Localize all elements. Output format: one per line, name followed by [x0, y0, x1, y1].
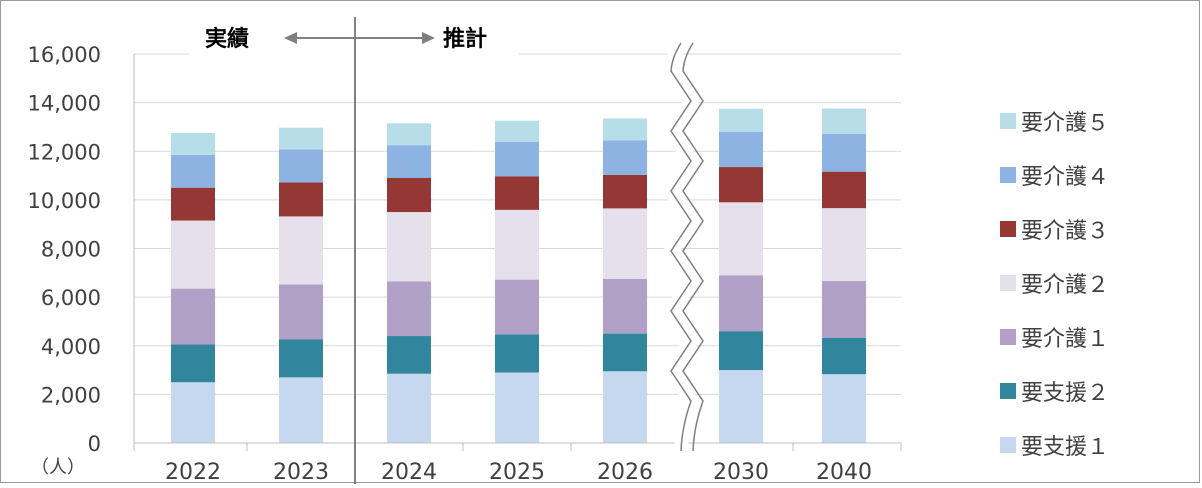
bar-segment — [603, 208, 647, 279]
legend-label: 要介護５ — [1021, 111, 1109, 136]
bar-segment — [279, 284, 323, 340]
bar-segment — [719, 131, 763, 168]
legend-label: 要介護３ — [1021, 219, 1109, 244]
y-tick-label: 14,000 — [28, 92, 101, 116]
legend-label: 要支援２ — [1021, 381, 1109, 406]
bar-segment — [603, 174, 647, 209]
bar-segment — [171, 288, 215, 345]
arrow-head-left — [284, 32, 297, 44]
bars — [171, 108, 866, 443]
bar-segment — [387, 177, 431, 213]
bar-segment — [719, 202, 763, 276]
x-tick-label: 2024 — [381, 460, 437, 484]
bar-segment — [822, 281, 866, 338]
bar-segment — [822, 108, 866, 134]
legend-swatch — [1000, 113, 1016, 129]
bar-segment — [279, 339, 323, 378]
y-tick-label: 2,000 — [41, 383, 101, 407]
bar-segment — [822, 171, 866, 209]
bar-segment — [495, 209, 539, 280]
bar-segment — [822, 337, 866, 375]
break-line — [670, 42, 692, 452]
break-line — [682, 42, 704, 452]
bar-segment — [719, 370, 763, 443]
bar-segment — [495, 141, 539, 177]
bar-segment — [822, 374, 866, 443]
y-tick-label: 8,000 — [41, 238, 101, 262]
bar-segment — [495, 372, 539, 443]
bar-segment — [387, 123, 431, 146]
bar-segment — [279, 149, 323, 183]
bar-segment — [387, 336, 431, 374]
actual-estimate-divider — [189, 17, 519, 484]
bar-segment — [279, 182, 323, 217]
x-tick-label: 2025 — [489, 460, 545, 484]
y-tick-label: 16,000 — [28, 43, 101, 67]
legend-label: 要介護４ — [1021, 165, 1109, 190]
y-tick-labels: 0 2,000 4,000 6,000 8,000 10,000 12,000 14,000 1… — [28, 43, 101, 456]
arrow-head-right — [422, 32, 435, 44]
y-tick-label: 4,000 — [41, 335, 101, 359]
bar-segment — [387, 281, 431, 337]
legend-swatch — [1000, 437, 1016, 453]
x-tick-label: 2023 — [273, 460, 329, 484]
legend-swatch — [1000, 275, 1016, 291]
legend-swatch — [1000, 167, 1016, 183]
legend-swatch — [1000, 383, 1016, 399]
bar-segment — [719, 275, 763, 332]
bar-segment — [495, 279, 539, 335]
bar-segment — [719, 108, 763, 132]
legend-swatch — [1000, 221, 1016, 237]
legend-label: 要介護１ — [1021, 327, 1109, 352]
bar-segment — [603, 371, 647, 443]
bar-segment — [719, 167, 763, 203]
bar-segment — [171, 154, 215, 188]
actual-label: 実績 — [205, 26, 249, 52]
y-tick-label: 10,000 — [28, 189, 101, 213]
bar-segment — [171, 133, 215, 155]
bar-segment — [279, 377, 323, 443]
bar-segment — [387, 373, 431, 443]
bar-segment — [495, 120, 539, 142]
y-tick-label: 12,000 — [28, 140, 101, 164]
bar-segment — [279, 216, 323, 285]
bar-segment — [822, 133, 866, 172]
estimate-label: 推計 — [443, 26, 487, 52]
bar-segment — [171, 187, 215, 221]
bar-segment — [603, 118, 647, 141]
bar-segment — [387, 212, 431, 282]
axis-break-mark — [662, 39, 704, 452]
bar-segment — [171, 382, 215, 443]
bar-segment — [495, 176, 539, 210]
y-axis-unit-label: （人） — [31, 457, 85, 478]
legend-swatch — [1000, 329, 1016, 345]
x-tick-labels: 2022 2023 2024 2025 2026 2030 2040 — [165, 460, 872, 485]
legend: 要介護５ 要介護４ 要介護３ 要介護２ 要介護１ 要支援２ 要支援１ — [1000, 111, 1109, 460]
bar-segment — [603, 278, 647, 334]
bar-segment — [279, 127, 323, 150]
x-tick-label: 2040 — [816, 460, 872, 484]
x-tick-label: 2026 — [597, 460, 653, 484]
x-tick-label: 2022 — [165, 460, 221, 484]
bar-segment — [387, 145, 431, 178]
bar-segment — [495, 334, 539, 373]
bar-segment — [171, 344, 215, 383]
legend-label: 要支援１ — [1021, 435, 1109, 460]
bar-segment — [719, 331, 763, 371]
y-tick-label: 0 — [88, 432, 101, 456]
bar-segment — [603, 333, 647, 372]
bar-segment — [822, 208, 866, 282]
y-tick-label: 6,000 — [41, 286, 101, 310]
legend-label: 要介護２ — [1021, 273, 1109, 298]
bar-segment — [171, 220, 215, 289]
x-tick-label: 2030 — [713, 460, 769, 484]
bar-segment — [603, 140, 647, 175]
